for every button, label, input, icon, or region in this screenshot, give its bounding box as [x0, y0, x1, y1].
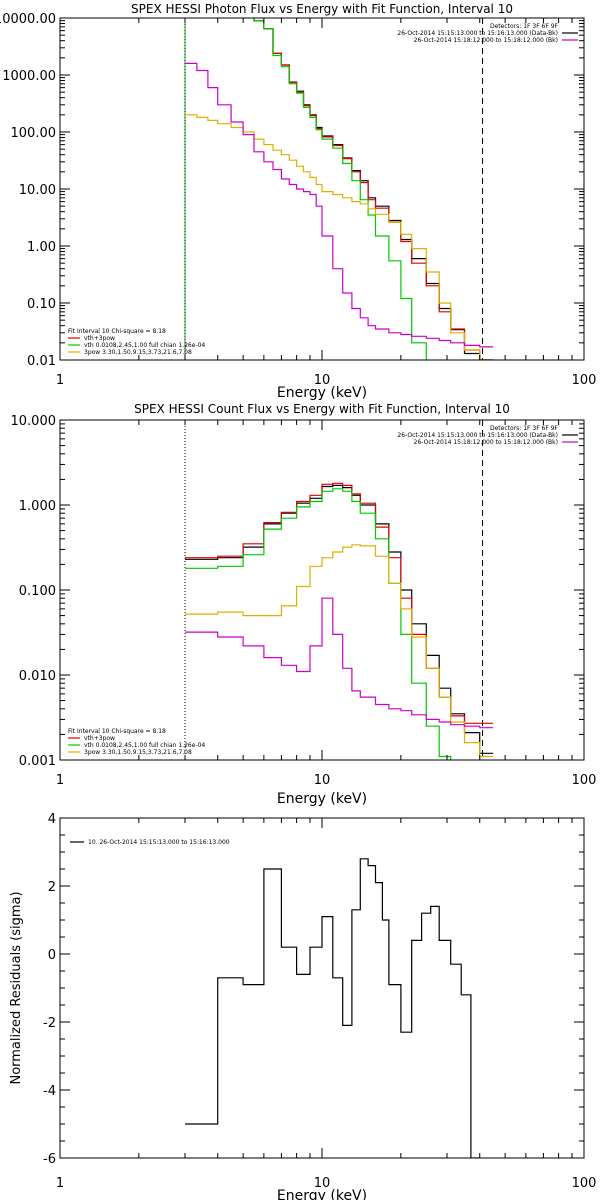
legend-entry: vth+3pow	[84, 735, 115, 742]
series-line-0	[253, 18, 494, 360]
residuals-panel: 1 10 100 -6 -4 -2 0 2 4 Energy (keV) Normalized Re…	[0, 810, 600, 1200]
legend-entry: 10. 26-Oct-2014 15:15:13.000 to 15:16:13…	[88, 839, 230, 846]
x-axis-label: Energy (keV)	[277, 1188, 367, 1200]
y-tick-label: 10.000	[11, 414, 57, 429]
y-tick-label: 1.00	[27, 240, 56, 255]
y-tick-label: -2	[43, 1016, 56, 1031]
series-line-4	[185, 62, 494, 348]
series-line-0	[185, 858, 480, 1158]
chart-title: SPEX HESSI Count Flux vs Energy with Fit…	[134, 402, 510, 416]
y-tick-label: 0.010	[19, 669, 56, 684]
legend-entry: vth 0.0108,2.45,1.00 full chian 1.26e-04	[84, 342, 205, 349]
y-tick-label: 0.01	[27, 354, 56, 369]
count-flux-panel: SPEX HESSI Count Flux vs Energy with Fit…	[0, 400, 600, 810]
photon-flux-chart: SPEX HESSI Photon Flux vs Energy with Fi…	[0, 2, 597, 400]
series-line-3	[185, 544, 494, 758]
y-tick-label: 0	[48, 948, 56, 963]
series-line-1	[185, 482, 494, 724]
series-line-3	[185, 114, 494, 360]
series-line-0	[185, 484, 494, 754]
series-line-4	[185, 597, 494, 729]
legend-entry: 26-Oct-2014 15:18:12.000 to 15:18:12.000…	[414, 439, 558, 446]
photon-flux-panel: SPEX HESSI Photon Flux vs Energy with Fi…	[0, 0, 600, 400]
chart-title: SPEX HESSI Photon Flux vs Energy with Fi…	[131, 2, 513, 16]
legend-entry: 3pow 3.30,1.50,9.15,3.73,21.6,7.08	[84, 749, 192, 756]
y-tick-label: 0.100	[19, 584, 56, 599]
series-line-2	[185, 488, 452, 760]
x-tick-label: 1	[56, 1176, 64, 1191]
legend-entry: Detectors: 1F 3F 6F 9F	[490, 425, 559, 432]
y-tick-label: 2	[48, 880, 56, 895]
y-tick-label: -4	[43, 1084, 56, 1099]
count-flux-chart: SPEX HESSI Count Flux vs Energy with Fit…	[11, 402, 597, 807]
x-axis-label: Energy (keV)	[277, 791, 367, 807]
legend-entry: 26-Oct-2014 15:15:13.000 to 15:16:13.000…	[397, 432, 558, 439]
residuals-chart: 1 10 100 -6 -4 -2 0 2 4 Energy (keV) Normalized Re…	[9, 812, 597, 1200]
y-tick-label: 4	[48, 812, 56, 827]
y-tick-label: -6	[43, 1152, 56, 1167]
x-tick-label: 100	[572, 373, 597, 388]
legend-entry: 26-Oct-2014 15:18:12.000 to 15:18:12.000…	[414, 37, 558, 44]
y-tick-label: 10.00	[19, 183, 56, 198]
y-tick-label: 1000.00	[2, 69, 56, 84]
y-tick-label: 0.10	[27, 297, 56, 312]
x-tick-label: 10	[314, 773, 331, 788]
plot-frame	[59, 419, 585, 761]
legend-entry: Detectors: 1F 3F 6F 9F	[490, 23, 559, 30]
legend-entry: vth 0.0108,2.45,1.00 full chian 1.26e-04	[84, 742, 205, 749]
plot-frame	[59, 817, 585, 1159]
legend-entry: 3pow 3.30,1.50,9.15,3.73,21.6,7.08	[84, 349, 192, 356]
y-tick-label: 10000.00	[0, 12, 56, 27]
x-tick-label: 1	[56, 373, 64, 388]
legend-entry: Fit Interval 10 Chi-square = 8.18	[68, 328, 166, 335]
legend-entry: 26-Oct-2014 15:15:13.000 to 15:16:13.000…	[397, 30, 558, 37]
legend-entry: Fit Interval 10 Chi-square = 8.18	[68, 728, 166, 735]
x-tick-label: 1	[56, 773, 64, 788]
x-axis-label: Energy (keV)	[277, 385, 367, 400]
x-tick-label: 10	[314, 373, 331, 388]
series-line-2	[253, 18, 427, 360]
x-tick-label: 100	[572, 773, 597, 788]
y-tick-label: 1.000	[19, 499, 56, 514]
x-tick-label: 100	[572, 1176, 597, 1191]
x-tick-label: 10	[314, 1176, 331, 1191]
series-line-1	[253, 18, 494, 360]
y-axis-label: Normalized Residuals (sigma)	[9, 891, 24, 1084]
y-tick-label: 0.001	[19, 754, 56, 769]
legend-entry: vth+3pow	[84, 335, 115, 342]
y-tick-label: 100.00	[11, 126, 57, 141]
